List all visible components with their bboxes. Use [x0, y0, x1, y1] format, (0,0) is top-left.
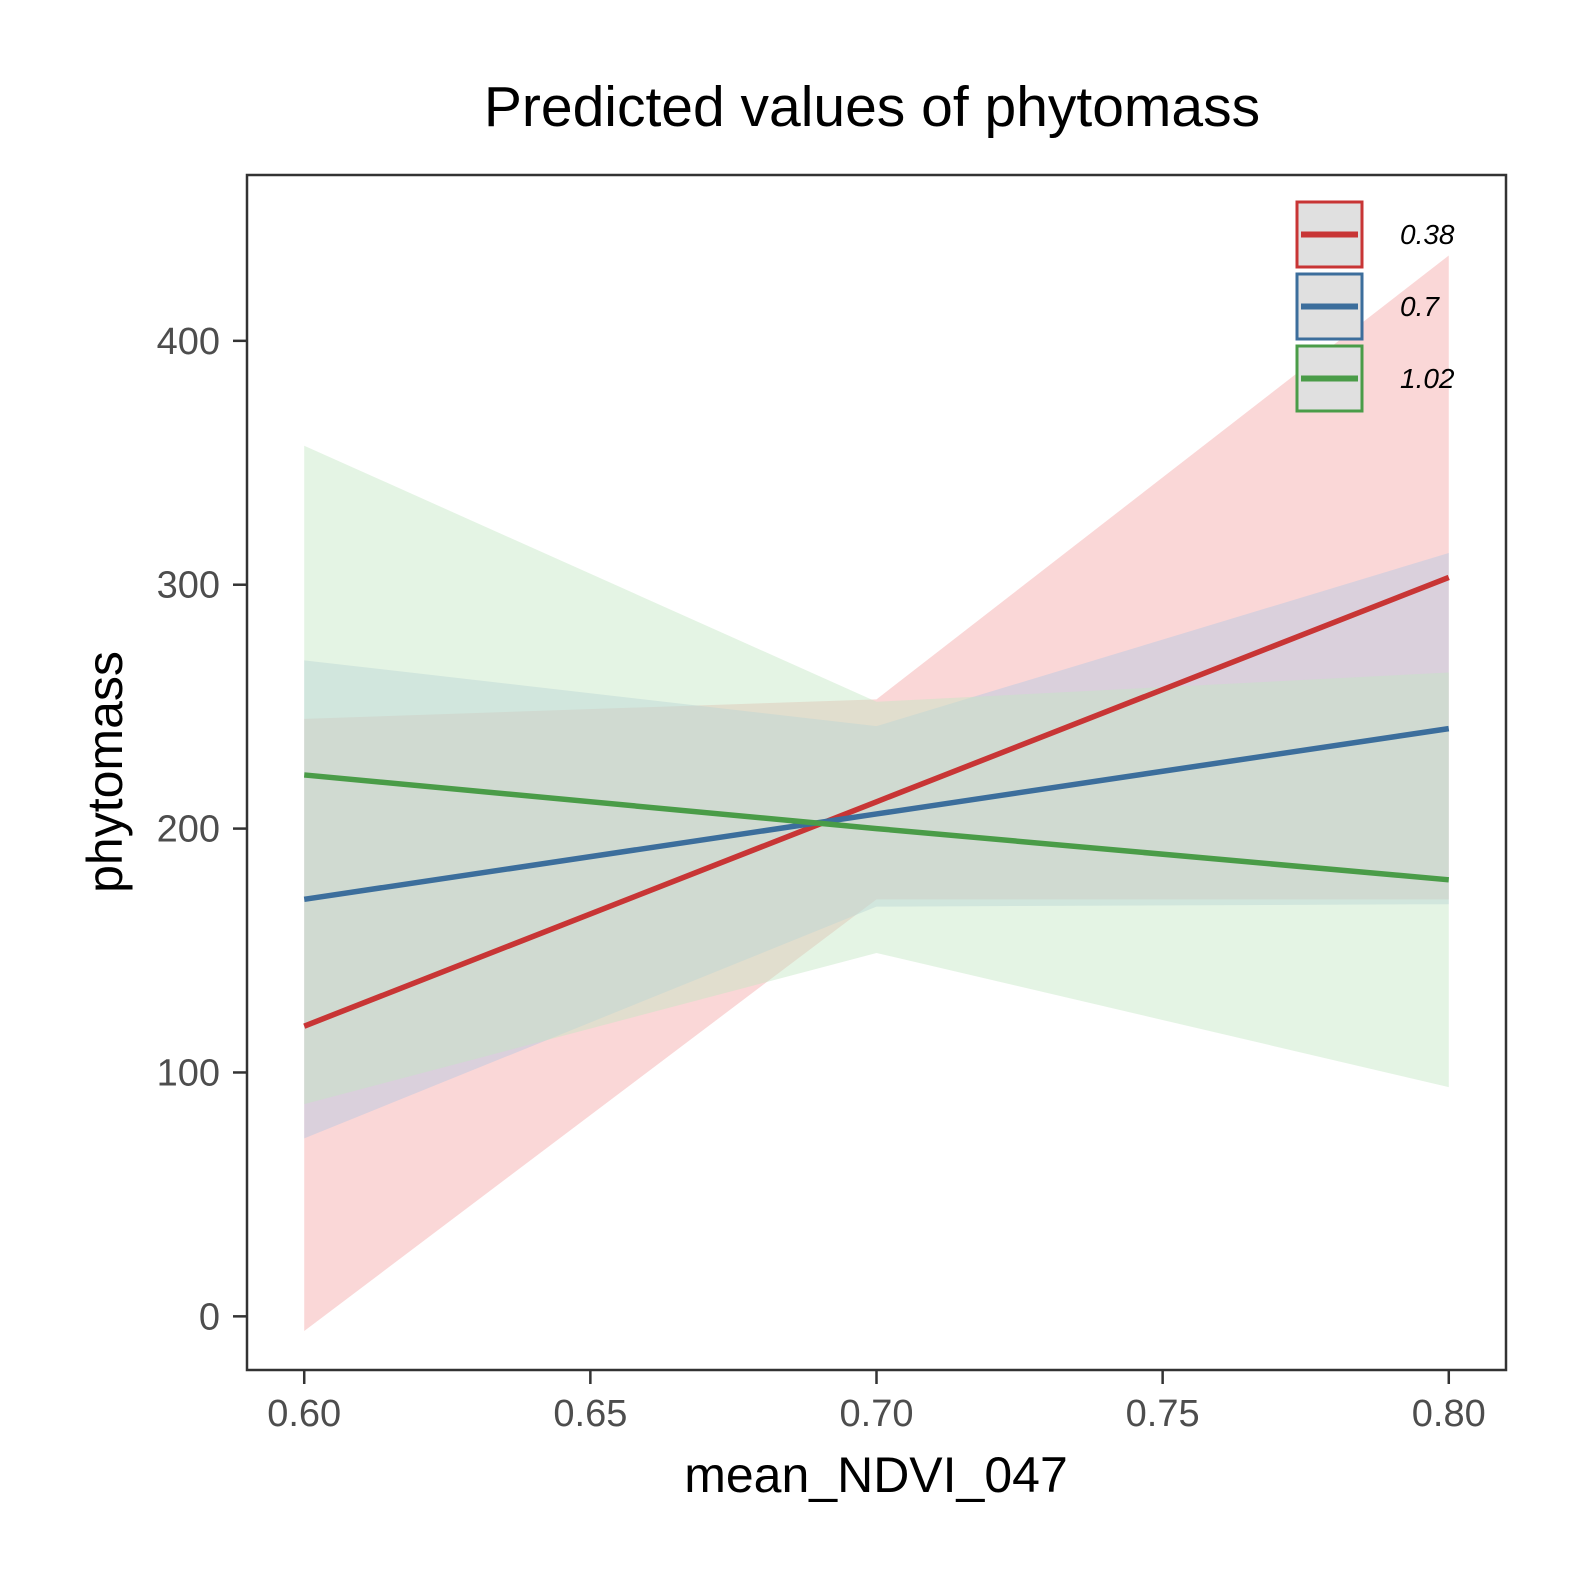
x-axis-title: mean_NDVI_047 [684, 1447, 1068, 1503]
confidence-bands [304, 255, 1449, 1331]
y-tick-label: 200 [157, 809, 220, 851]
x-tick-label: 0.70 [840, 1393, 914, 1435]
x-tick-label: 0.65 [553, 1393, 627, 1435]
legend: 0.38 0.7 1.02 [1295, 200, 1455, 413]
legend-label: 0.38 [1400, 219, 1455, 250]
legend-label: 0.7 [1400, 291, 1440, 322]
chart-title: Predicted values of phytomass [484, 75, 1260, 139]
y-tick-label: 0 [199, 1296, 220, 1338]
line-series-3 [303, 772, 1450, 883]
y-axis-title: phytomass [77, 651, 133, 893]
ci-band-series-2 [304, 553, 1449, 1139]
y-tick-label: 100 [157, 1052, 220, 1094]
y-axis: 0 100 200 300 400 [157, 321, 247, 1338]
x-tick-label: 0.60 [267, 1393, 341, 1435]
y-tick-label: 400 [157, 321, 220, 363]
series-lines [303, 574, 1450, 1029]
x-axis: 0.60 0.65 0.70 0.75 0.80 [267, 1370, 1486, 1435]
line-series-1 [303, 574, 1450, 1029]
legend-label: 1.02 [1400, 363, 1455, 394]
x-tick-label: 0.75 [1126, 1393, 1200, 1435]
y-tick-label: 300 [157, 565, 220, 607]
ci-band-series-1 [304, 255, 1449, 1331]
x-tick-label: 0.80 [1412, 1393, 1486, 1435]
ci-band-series-3 [304, 445, 1449, 1105]
line-series-2 [303, 725, 1450, 903]
